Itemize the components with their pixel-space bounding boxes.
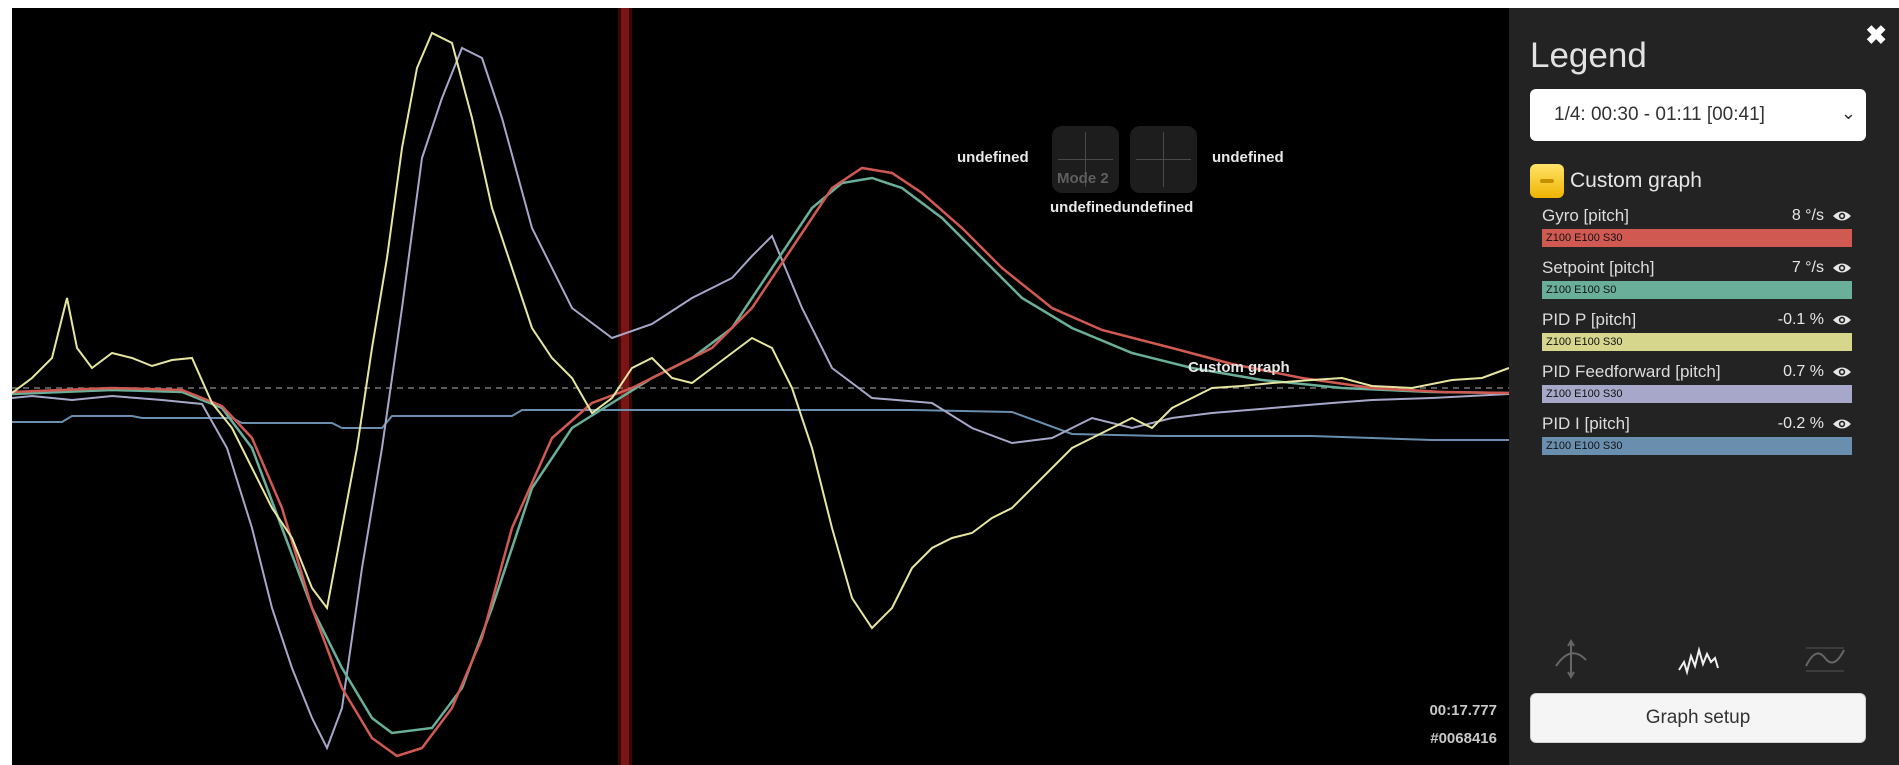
trace-gyro [12,166,1509,758]
chevron-down-icon: ⌄ [1840,103,1856,123]
right-stick-box [1130,126,1197,193]
log-select-dropdown[interactable]: 1/4: 00:30 - 01:11 [00:41] ⌄ [1530,89,1866,141]
frame-readout: #0068416 [1430,730,1497,747]
stick-mode-label: Mode 2 [1057,170,1109,187]
eye-icon[interactable] [1832,417,1852,431]
spectrum-mode-icon[interactable] [1802,638,1848,680]
legend-title: Legend [1530,36,1647,75]
stick-label-bottom: undefinedundefined [1050,199,1194,216]
field-scale-bar[interactable]: Z100 E100 S0 [1542,281,1852,299]
legend-field-pid-ff[interactable]: PID Feedforward [pitch] 0.7 % Z100 E100 … [1542,362,1852,403]
collapse-icon[interactable] [1530,164,1564,198]
field-value: 8 °/s [1791,207,1824,224]
field-scale-bar[interactable]: Z100 E100 S30 [1542,229,1852,247]
field-value: -0.2 % [1777,415,1824,432]
group-graph-label: Custom graph [1188,359,1290,376]
field-name: PID Feedforward [pitch] [1542,362,1721,381]
eye-icon[interactable] [1832,365,1852,379]
field-name: PID P [pitch] [1542,310,1637,329]
legend-panel: ✖ Legend 1/4: 00:30 - 01:11 [00:41] ⌄ Cu… [1509,8,1899,765]
legend-field-pid-p[interactable]: PID P [pitch] -0.1 % Z100 E100 S30 [1542,310,1852,351]
field-name: Setpoint [pitch] [1542,258,1655,277]
view-mode-icons [1530,638,1866,680]
field-name: PID I [pitch] [1542,414,1630,433]
graph-plot [12,8,1509,765]
stick-label-left-top: undefined [957,149,1029,166]
stick-mode-icon[interactable] [1548,638,1594,680]
legend-field-gyro[interactable]: Gyro [pitch] 8 °/s Z100 E100 S30 [1542,206,1852,247]
eye-icon[interactable] [1832,313,1852,327]
group-header[interactable]: Custom graph [1530,164,1702,198]
field-value: 0.7 % [1783,363,1824,380]
field-scale-bar[interactable]: Z100 E100 S30 [1542,437,1852,455]
stick-label-right-top: undefined [1212,149,1284,166]
eye-icon[interactable] [1832,209,1852,223]
eye-icon[interactable] [1832,261,1852,275]
legend-field-setpoint[interactable]: Setpoint [pitch] 7 °/s Z100 E100 S0 [1542,258,1852,299]
cursor-line[interactable] [621,8,629,765]
analyser-mode-icon[interactable] [1675,638,1721,680]
field-scale-bar[interactable]: Z100 E100 S30 [1542,333,1852,351]
group-name: Custom graph [1570,169,1702,192]
graph-setup-button[interactable]: Graph setup [1530,693,1866,743]
field-scale-bar[interactable]: Z100 E100 S30 [1542,385,1852,403]
left-stick-box: Mode 2 [1052,126,1119,193]
trace-pid-ff [12,46,1509,751]
time-readout: 00:17.777 [1429,702,1497,719]
field-value: 7 °/s [1791,259,1824,276]
trace-pid-p [12,31,1509,630]
trace-setpoint [12,176,1509,735]
field-name: Gyro [pitch] [1542,206,1629,225]
log-select-value: 1/4: 00:30 - 01:11 [00:41] [1554,104,1765,125]
legend-field-pid-i[interactable]: PID I [pitch] -0.2 % Z100 E100 S30 [1542,414,1852,455]
field-value: -0.1 % [1777,311,1824,328]
close-icon[interactable]: ✖ [1865,20,1887,50]
graph-canvas[interactable]: Custom graph undefined Mode 2 undefined … [12,8,1509,765]
trace-pid-i [12,409,1509,441]
